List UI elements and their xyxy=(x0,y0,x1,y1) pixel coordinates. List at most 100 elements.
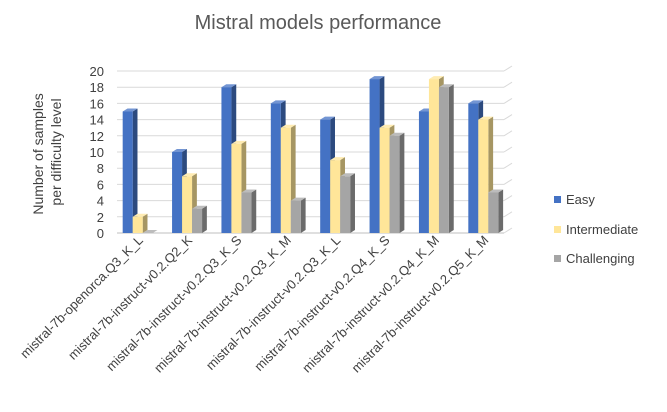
bar-side xyxy=(202,205,207,233)
bar-side xyxy=(132,108,138,233)
bars xyxy=(122,76,504,234)
bar-top xyxy=(320,116,335,120)
bar-top xyxy=(428,76,444,80)
legend: Easy Intermediate Challenging xyxy=(554,192,638,266)
bar-top xyxy=(192,205,207,209)
bar-top xyxy=(122,108,138,112)
bar-front xyxy=(290,200,301,233)
bar-side xyxy=(399,132,405,233)
bar-top xyxy=(142,230,158,233)
bar-front xyxy=(418,111,429,233)
y-tick-label: 16 xyxy=(90,96,104,111)
bar-front xyxy=(478,119,489,233)
y-tick-label: 8 xyxy=(97,161,104,176)
bar-side xyxy=(251,189,257,233)
bar-front xyxy=(488,192,499,233)
bar-front xyxy=(369,79,380,233)
bar-front xyxy=(192,208,203,233)
bar-front xyxy=(468,103,479,234)
y-tick-label: 6 xyxy=(97,177,104,192)
bar-top xyxy=(468,100,484,104)
bar-front xyxy=(438,87,449,233)
bar-top xyxy=(182,173,197,177)
bar-top xyxy=(379,124,395,128)
bar-intermediate-1 xyxy=(132,213,148,233)
bar-challenging-5 xyxy=(340,173,355,233)
bar-top xyxy=(438,84,454,88)
bar-front xyxy=(330,160,341,233)
bar-top xyxy=(231,140,247,144)
y-tick-label: 4 xyxy=(97,194,104,209)
legend-label: Challenging xyxy=(566,251,635,266)
bar-front xyxy=(231,143,242,233)
bar-side xyxy=(300,197,306,233)
bar-top xyxy=(290,197,306,201)
bar-front xyxy=(122,111,133,233)
gridline-depth xyxy=(503,178,513,185)
y-axis-title-line-2: per difficulty level xyxy=(48,98,64,205)
bar-front xyxy=(280,127,291,233)
legend-swatch xyxy=(554,196,561,203)
bar-top xyxy=(132,213,148,217)
bar-top xyxy=(172,149,187,152)
bar-front xyxy=(241,192,252,233)
bar-side xyxy=(448,84,454,233)
bar-front xyxy=(132,216,143,233)
bar-challenging-6 xyxy=(389,132,405,233)
y-tick-label: 0 xyxy=(97,226,104,241)
bar-top xyxy=(330,157,345,161)
legend-item-easy: Easy xyxy=(554,192,595,207)
bar-top xyxy=(340,173,355,177)
bar-challenging-8 xyxy=(488,189,504,233)
gridline-depth xyxy=(503,81,513,88)
bar-top xyxy=(389,132,405,136)
bar-top xyxy=(478,116,494,120)
x-tick-labels: mistral-7b-openorca.Q3_K_Lmistral-7b-ins… xyxy=(17,232,491,375)
bar-front xyxy=(428,79,439,233)
bar-challenging-4 xyxy=(290,197,306,233)
y-tick-label: 10 xyxy=(90,145,104,160)
y-axis-title-line-1: Number of samples xyxy=(30,93,46,214)
y-tick-label: 12 xyxy=(90,129,104,144)
gridline-depth xyxy=(503,65,513,72)
bar-challenging-7 xyxy=(438,84,454,233)
bar-front xyxy=(182,176,193,233)
gridline-depth xyxy=(503,162,513,169)
legend-item-challenging: Challenging xyxy=(554,251,635,266)
bar-front xyxy=(379,127,390,233)
bar-side xyxy=(350,173,355,233)
bar-side xyxy=(498,189,504,233)
legend-label: Easy xyxy=(566,192,595,207)
bar-front xyxy=(320,119,331,233)
bar-top xyxy=(280,124,296,128)
y-tick-label: 14 xyxy=(90,113,104,128)
bar-front xyxy=(389,135,400,233)
chart-title: Mistral models performance xyxy=(195,12,442,34)
bar-front xyxy=(340,176,351,233)
gridline-depth xyxy=(503,211,513,218)
legend-label: Intermediate xyxy=(566,222,638,237)
bar-challenging-1 xyxy=(142,230,158,233)
bar-top xyxy=(488,189,504,193)
bar-challenging-3 xyxy=(241,189,257,233)
bar-top xyxy=(369,76,385,80)
bar-front xyxy=(221,87,232,233)
gridline-depth xyxy=(503,130,513,137)
bar-top xyxy=(270,100,286,104)
bar-challenging-2 xyxy=(192,205,207,233)
gridline-depth xyxy=(503,146,513,153)
y-tick-label: 2 xyxy=(97,210,104,225)
y-tick-label: 18 xyxy=(90,80,104,95)
legend-swatch xyxy=(554,255,561,262)
gridline-depth xyxy=(503,227,513,234)
bar-easy-1 xyxy=(122,108,138,233)
gridline-depth xyxy=(503,195,513,202)
gridline-depth xyxy=(503,97,513,104)
bar-side xyxy=(142,213,148,233)
bar-front xyxy=(172,152,183,233)
y-tick-label: 20 xyxy=(90,64,104,79)
legend-item-intermediate: Intermediate xyxy=(554,222,638,237)
bar-top xyxy=(241,189,257,193)
